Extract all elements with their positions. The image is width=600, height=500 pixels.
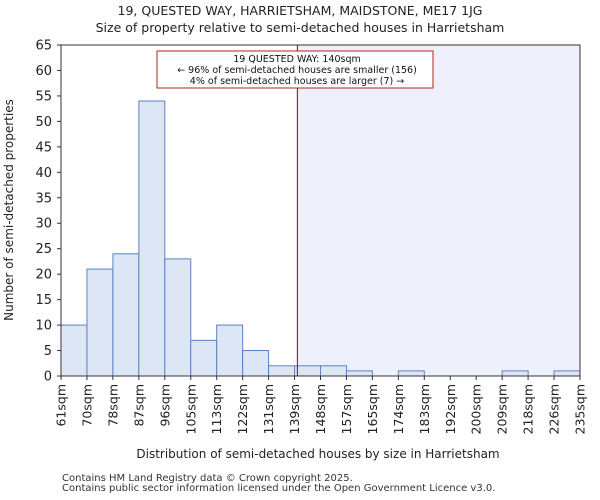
x-tick-label: 148sqm — [313, 384, 328, 434]
footer-line-1: Contains HM Land Registry data © Crown c… — [62, 473, 353, 484]
y-tick-label: 60 — [35, 64, 52, 79]
x-tick-label: 192sqm — [443, 384, 458, 434]
histogram-bar — [242, 350, 270, 377]
chart-subtitle: Size of property relative to semi-detach… — [95, 20, 505, 35]
x-tick-label: 165sqm — [365, 384, 380, 434]
bars-layer — [60, 100, 581, 377]
x-tick-label: 122sqm — [235, 384, 250, 434]
annotation-box — [156, 50, 434, 89]
y-tick-label: 35 — [35, 191, 52, 206]
histogram-bar — [345, 370, 373, 377]
x-tick-label: 78sqm — [105, 384, 120, 427]
highlight-region-layer — [297, 45, 580, 376]
x-tick-label: 157sqm — [339, 384, 354, 434]
x-axis-label: Distribution of semi-detached houses by … — [136, 447, 499, 461]
chart-title: 19, QUESTED WAY, HARRIETSHAM, MAIDSTONE,… — [117, 3, 483, 18]
histogram-bar — [268, 365, 296, 377]
annotation-layer: 19 QUESTED WAY: 140sqm← 96% of semi-deta… — [156, 50, 434, 89]
histogram-bar — [216, 324, 244, 377]
x-tick-label: 96sqm — [157, 384, 172, 427]
y-tick-label: 20 — [35, 268, 52, 283]
histogram-bar — [553, 370, 581, 377]
histogram-bar — [294, 365, 321, 377]
y-tick-label: 10 — [35, 319, 52, 334]
footer-line-2: Contains public sector information licen… — [62, 483, 496, 494]
y-tick-label: 50 — [35, 115, 52, 130]
histogram-bar — [320, 365, 347, 377]
y-tick-label: 40 — [35, 166, 52, 181]
chart-title-block: 19, QUESTED WAY, HARRIETSHAM, MAIDSTONE,… — [0, 2, 600, 36]
footer: Contains HM Land Registry data © Crown c… — [62, 474, 495, 494]
x-tick-label: 235sqm — [573, 384, 588, 434]
y-axis-label: Number of semi-detached properties — [2, 99, 16, 321]
x-tick-label: 70sqm — [79, 384, 94, 427]
histogram-bar — [112, 253, 140, 377]
x-tick-label: 209sqm — [495, 384, 510, 434]
annotation-line: 4% of semi-detached houses are larger (7… — [190, 76, 404, 87]
histogram-bar — [501, 370, 529, 377]
larger-region — [297, 45, 580, 376]
y-tick-label: 15 — [35, 293, 52, 308]
x-tick-label: 174sqm — [391, 384, 406, 434]
x-tick-label: 183sqm — [417, 384, 432, 434]
y-tick-label: 45 — [35, 140, 52, 155]
annotation-line: 19 QUESTED WAY: 140sqm — [233, 54, 360, 65]
histogram-bar — [138, 100, 166, 377]
y-tick-label: 0 — [44, 370, 52, 385]
histogram-bar — [164, 258, 192, 377]
x-tick-label: 139sqm — [287, 384, 302, 434]
histogram-bar — [60, 324, 88, 377]
y-tick-label: 55 — [35, 89, 52, 104]
x-tick-label: 131sqm — [261, 384, 276, 434]
y-tick-label: 65 — [35, 39, 52, 54]
x-tick-label: 200sqm — [469, 384, 484, 434]
x-tick-label: 113sqm — [209, 384, 224, 434]
x-tick-label: 218sqm — [521, 384, 536, 434]
x-tick-label: 61sqm — [54, 384, 69, 427]
x-tick-label: 87sqm — [131, 384, 146, 427]
axes-layer: 0 5 10 15 20 25 30 35 40 45 50 55 60 65 61sqm 70sqm 78sq… — [35, 39, 587, 435]
annotation-line: ← 96% of semi-detached houses are smalle… — [177, 65, 417, 76]
x-tick-label: 105sqm — [183, 384, 198, 434]
histogram-bar — [190, 339, 218, 377]
histogram-bar — [86, 268, 114, 377]
histogram-bar — [397, 370, 425, 377]
y-tick-label: 30 — [35, 217, 52, 232]
y-tick-label: 25 — [35, 242, 52, 257]
x-tick-label: 226sqm — [547, 384, 562, 434]
y-tick-label: 5 — [44, 344, 52, 359]
